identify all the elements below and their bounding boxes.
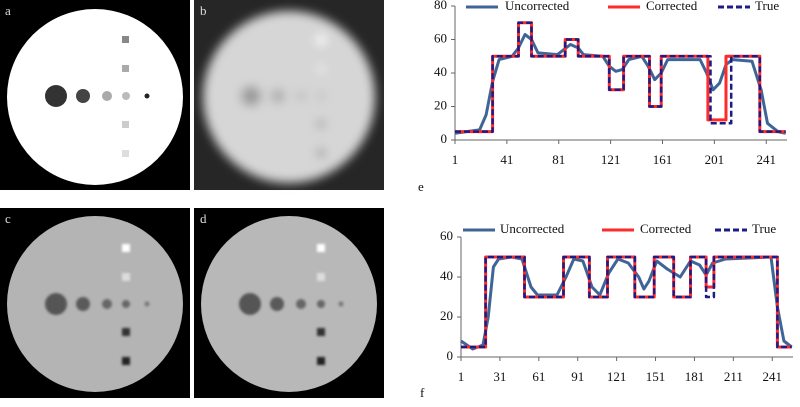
x-tick-label: 121	[601, 152, 621, 167]
x-tick-label: 211	[724, 369, 743, 384]
x-tick-label: 61	[532, 369, 545, 384]
phantom-c: c	[0, 208, 190, 398]
panel-label: d	[200, 211, 207, 226]
y-tick-label: 0	[441, 131, 448, 146]
x-tick-label: 1	[452, 152, 459, 167]
panel-label: f	[420, 385, 425, 400]
panel-label: a	[5, 3, 11, 18]
legend-label: Uncorrected	[500, 221, 565, 236]
series-line	[455, 21, 786, 133]
series-line	[454, 33, 787, 135]
x-tick-label: 201	[705, 152, 725, 167]
y-tick-label: 20	[440, 308, 453, 323]
phantom-a: a	[0, 0, 190, 190]
legend-label: True	[755, 0, 779, 13]
x-tick-label: 161	[653, 152, 673, 167]
y-tick-label: 20	[434, 97, 447, 112]
panel-label: e	[418, 179, 424, 194]
legend-label: Corrected	[646, 0, 698, 13]
x-tick-label: 81	[552, 152, 565, 167]
y-tick-label: 60	[440, 228, 453, 243]
y-tick-label: 60	[434, 30, 447, 45]
y-tick-label: 40	[440, 268, 453, 283]
x-tick-label: 181	[685, 369, 705, 384]
legend-label: True	[752, 221, 776, 236]
x-tick-label: 1	[458, 369, 465, 384]
y-tick-label: 80	[434, 0, 447, 12]
series-line	[455, 21, 786, 134]
series-line	[460, 255, 793, 351]
x-tick-label: 151	[646, 369, 666, 384]
x-tick-label: 41	[500, 152, 513, 167]
panel-label: b	[200, 3, 207, 18]
x-tick-label: 241	[763, 369, 783, 384]
y-tick-label: 40	[434, 64, 447, 79]
x-tick-label: 241	[757, 152, 777, 167]
phantom-d: d	[194, 208, 384, 398]
phantom-b: b	[194, 0, 384, 190]
panel-label: c	[5, 211, 11, 226]
x-tick-label: 91	[571, 369, 584, 384]
series-line	[461, 255, 792, 349]
x-tick-label: 121	[607, 369, 627, 384]
y-tick-label: 0	[447, 348, 454, 363]
series-line	[461, 255, 792, 349]
legend-label: Corrected	[640, 221, 692, 236]
legend-label: Uncorrected	[505, 0, 570, 13]
x-tick-label: 31	[493, 369, 506, 384]
